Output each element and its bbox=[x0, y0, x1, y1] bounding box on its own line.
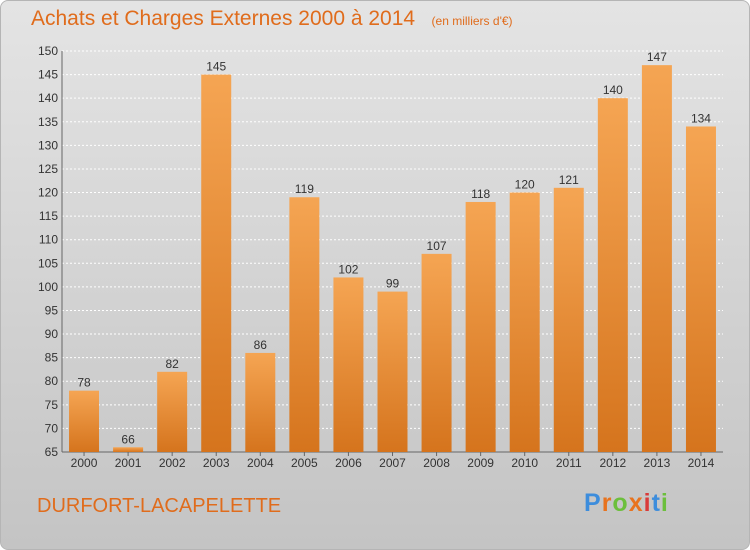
y-tick-label: 140 bbox=[38, 91, 58, 105]
proxiti-logo: Proxiti bbox=[584, 489, 669, 518]
bar bbox=[245, 352, 276, 452]
y-tick-label: 130 bbox=[38, 138, 58, 152]
x-tick-label: 2008 bbox=[423, 456, 450, 470]
y-tick-label: 150 bbox=[38, 44, 58, 58]
x-tick-label: 2011 bbox=[556, 456, 582, 470]
y-tick-label: 95 bbox=[45, 303, 59, 317]
bar bbox=[421, 253, 452, 452]
logo-letter: P bbox=[584, 489, 602, 517]
y-tick-label: 135 bbox=[38, 115, 58, 129]
logo-letter: r bbox=[601, 489, 613, 517]
bar-value-label: 78 bbox=[77, 376, 91, 390]
logo-letter: i bbox=[643, 489, 652, 517]
bar bbox=[597, 98, 628, 453]
y-tick-label: 80 bbox=[45, 374, 59, 388]
commune-name: DURFORT-LACAPELETTE bbox=[37, 495, 282, 517]
x-tick-label: 2012 bbox=[599, 456, 626, 470]
bar-value-label: 86 bbox=[254, 338, 268, 352]
bar bbox=[509, 192, 540, 452]
x-tick-label: 2009 bbox=[467, 456, 494, 470]
bar bbox=[685, 126, 716, 452]
bar-value-label: 120 bbox=[515, 178, 535, 192]
y-tick-label: 75 bbox=[45, 398, 59, 412]
bar-value-label: 121 bbox=[559, 173, 579, 187]
x-tick-label: 2001 bbox=[115, 456, 142, 470]
bar-value-label: 134 bbox=[691, 111, 711, 125]
bar-value-label: 119 bbox=[295, 182, 314, 196]
y-tick-label: 100 bbox=[38, 280, 58, 294]
bar-value-label: 102 bbox=[338, 262, 358, 276]
bar-value-label: 66 bbox=[121, 432, 135, 446]
bar bbox=[201, 74, 232, 453]
logo-letter: o bbox=[612, 489, 629, 517]
x-tick-label: 2010 bbox=[511, 456, 538, 470]
y-tick-label: 105 bbox=[38, 256, 58, 270]
bar bbox=[641, 65, 672, 452]
bar-value-label: 107 bbox=[427, 239, 447, 253]
y-tick-label: 145 bbox=[38, 68, 58, 82]
bar-value-label: 82 bbox=[165, 357, 179, 371]
x-tick-label: 2002 bbox=[159, 456, 186, 470]
y-tick-label: 120 bbox=[38, 186, 58, 200]
bar bbox=[333, 277, 364, 452]
bar-value-label: 145 bbox=[206, 60, 226, 74]
bar-value-label: 147 bbox=[647, 50, 667, 64]
y-tick-label: 110 bbox=[39, 233, 58, 247]
y-tick-label: 90 bbox=[45, 327, 59, 341]
y-tick-label: 125 bbox=[38, 162, 58, 176]
bar bbox=[69, 390, 100, 452]
chart-title: Achats et Charges Externes 2000 à 2014 bbox=[31, 7, 416, 30]
y-tick-label: 115 bbox=[39, 209, 58, 223]
x-tick-label: 2006 bbox=[335, 456, 362, 470]
bar-value-label: 140 bbox=[603, 83, 623, 97]
bar-value-label: 118 bbox=[471, 187, 490, 201]
x-tick-label: 2007 bbox=[379, 456, 406, 470]
chart-unit: (en milliers d'€) bbox=[431, 14, 513, 28]
bar bbox=[465, 201, 496, 452]
x-tick-label: 2014 bbox=[688, 456, 715, 470]
logo-letter: t bbox=[651, 489, 661, 517]
x-tick-label: 2000 bbox=[71, 456, 98, 470]
y-tick-label: 85 bbox=[45, 351, 59, 365]
x-tick-label: 2004 bbox=[247, 456, 274, 470]
bar bbox=[157, 371, 188, 452]
bar bbox=[289, 197, 320, 452]
bar bbox=[553, 187, 584, 452]
bar bbox=[113, 447, 144, 452]
x-tick-label: 2013 bbox=[644, 456, 671, 470]
bar bbox=[377, 291, 408, 452]
y-tick-label: 65 bbox=[45, 445, 59, 459]
x-tick-label: 2003 bbox=[203, 456, 230, 470]
logo-letter: x bbox=[628, 489, 644, 517]
bar-value-label: 99 bbox=[386, 277, 400, 291]
y-tick-label: 70 bbox=[45, 421, 59, 435]
logo-letter: i bbox=[660, 489, 669, 517]
chart-title-block: Achats et Charges Externes 2000 à 2014 (… bbox=[31, 7, 513, 31]
x-tick-label: 2005 bbox=[291, 456, 318, 470]
